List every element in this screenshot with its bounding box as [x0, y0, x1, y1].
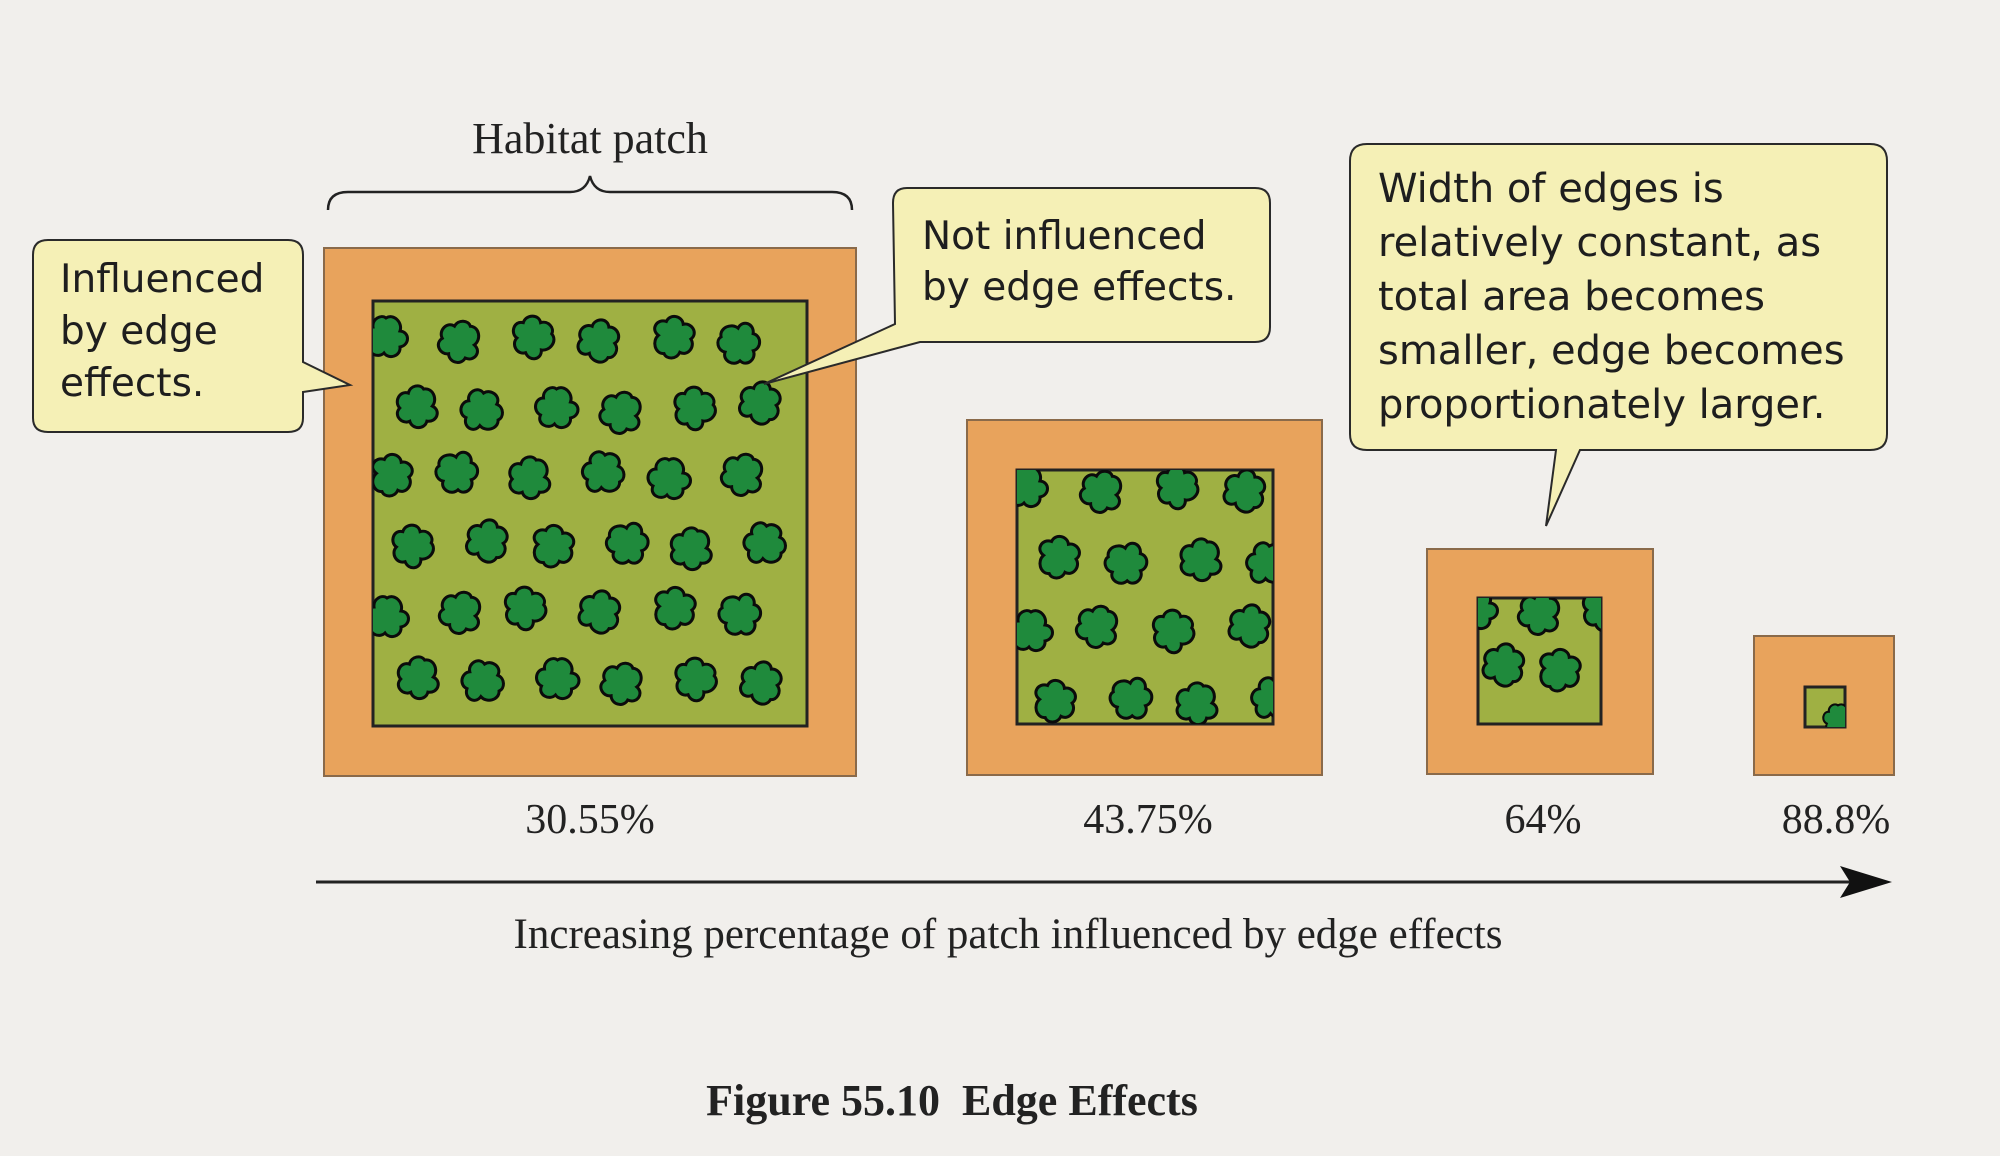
- patch-2-percent-label: 43.75%: [1083, 797, 1213, 843]
- arrow-head-icon: [1840, 866, 1892, 898]
- patch-4: [1753, 635, 1895, 776]
- habitat-patch-brace: [326, 175, 854, 211]
- callout-edge-width-line: proportionately larger.: [1378, 382, 1826, 428]
- callout-influenced: Influenced by edge effects.: [32, 239, 354, 433]
- patch-1-percent-label: 30.55%: [525, 797, 655, 843]
- increase-arrow: [316, 866, 1892, 898]
- callout-edge-width-text: Width of edges is relatively constant, a…: [1378, 166, 1857, 428]
- callout-edge-width-line: total area becomes: [1378, 274, 1765, 320]
- callout-edge-width-line: smaller, edge becomes: [1378, 328, 1845, 374]
- patch-3-percent-label: 64%: [1505, 797, 1582, 843]
- callout-not-influenced-text: Not influenced by edge effects.: [922, 214, 1236, 310]
- callout-not-influenced: Not influenced by edge effects.: [763, 187, 1271, 385]
- callout-influenced-line: effects.: [60, 361, 204, 406]
- patch-2: [966, 419, 1323, 776]
- callout-edge-width-line: Width of edges is: [1378, 166, 1724, 212]
- callout-influenced-text: Influenced by edge effects.: [60, 257, 277, 406]
- patch-1: [323, 247, 857, 777]
- patch-1-core-zone: [371, 299, 809, 728]
- callout-not-influenced-line: Not influenced: [922, 214, 1206, 259]
- callout-edge-width: Width of edges is relatively constant, a…: [1349, 143, 1888, 527]
- figure-caption: Figure 55.10 Edge Effects: [706, 1076, 1198, 1125]
- callout-edge-width-line: relatively constant, as: [1378, 220, 1821, 266]
- callout-not-influenced-line: by edge effects.: [922, 265, 1236, 310]
- callout-edge-width-bubble: [1349, 143, 1888, 527]
- callout-influenced-line: by edge: [60, 309, 218, 354]
- patch-3: [1426, 548, 1654, 775]
- patch-4-percent-label: 88.8%: [1782, 797, 1891, 843]
- arrow-label: Increasing percentage of patch influence…: [514, 911, 1503, 958]
- callout-influenced-line: Influenced: [60, 257, 264, 302]
- callout-influenced-bubble: [32, 239, 354, 433]
- callout-not-influenced-bubble: [763, 187, 1271, 385]
- habitat-patch-label: Habitat patch: [472, 114, 708, 163]
